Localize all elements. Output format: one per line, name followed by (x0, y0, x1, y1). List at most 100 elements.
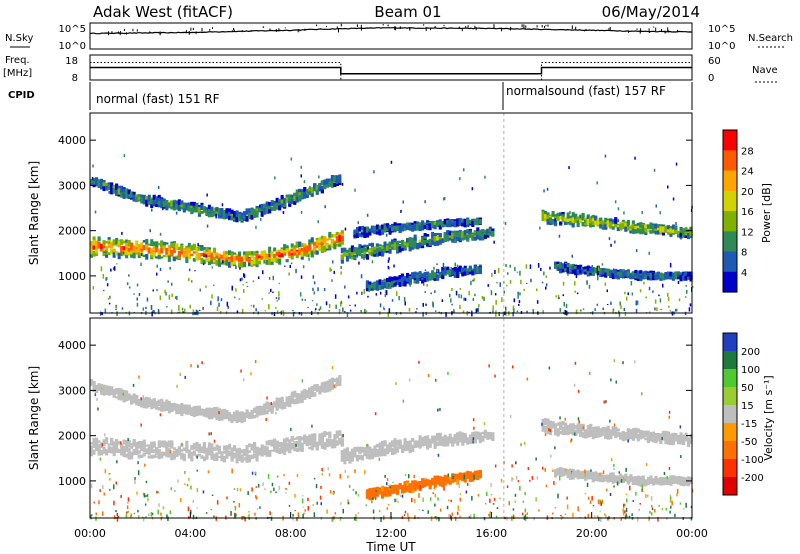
power-band-1-cell (315, 186, 319, 190)
power-band-0-cell (300, 251, 304, 257)
power-band-6-cell (589, 272, 593, 275)
power-band-6-cell (631, 275, 635, 280)
power-band-0-cell (333, 243, 337, 250)
velocity-band-4-cell (614, 430, 618, 437)
power-band-0-cell (303, 247, 307, 254)
power-sparse-cell (667, 185, 669, 189)
power-band-0-cell (253, 257, 257, 265)
velocity-band-4-cell (666, 440, 671, 443)
power-band-1-cell (320, 180, 324, 186)
velocity-band-4-cell (679, 439, 683, 445)
velocity-band-4-cell (644, 430, 648, 433)
velocity-band-0-cell (177, 447, 181, 451)
velocity-band-3-cell (406, 482, 410, 486)
power-band-3-cell (363, 227, 367, 232)
velocity-band-0-cell (135, 444, 139, 450)
power-noise-cell (591, 269, 593, 273)
velocity-band-1-cell (215, 415, 219, 421)
velocity-band-2-cell (393, 448, 397, 455)
power-band-0-cell (105, 248, 109, 251)
power-sparse-cell (518, 300, 521, 304)
velocity-band-2-cell (468, 437, 472, 444)
power-noise-cell (519, 292, 521, 296)
power-band-6-cell (666, 273, 671, 276)
velocity-band-2-cell (403, 440, 407, 446)
power-band-5-cell (609, 218, 613, 222)
velocity-band-4-cell (621, 434, 625, 439)
power-band-5-cell (579, 219, 583, 223)
velocity-band-4-cell (646, 431, 651, 435)
velocity-band-2-cell (461, 432, 465, 439)
power-band-0-cell (105, 245, 109, 250)
power-noise-cell (387, 312, 389, 317)
velocity-band-0-cell (125, 443, 129, 449)
velocity-band-1-cell (260, 410, 264, 415)
velocity-band-1-cell (120, 394, 124, 401)
power-band-3-cell (466, 220, 470, 225)
power-sparse-cell (105, 250, 107, 254)
power-band-0-cell (313, 245, 317, 252)
power-sparse-cell (385, 226, 387, 230)
velocity-band-2-cell (355, 455, 360, 460)
velocity-band-2-cell (340, 455, 344, 462)
velocity-band-1-cell (288, 402, 292, 408)
power-band-3-cell (428, 223, 432, 231)
velocity-band-1-cell (210, 407, 214, 415)
noise-spike (423, 24, 425, 26)
power-noise-cell (523, 288, 525, 291)
power-noise-cell (103, 289, 105, 292)
power-colorbar-title: Power [dB] (760, 183, 773, 243)
power-sparse-cell (157, 186, 160, 189)
noise-spike (338, 28, 339, 33)
power-noise-cell (492, 305, 494, 311)
power-band-2-cell (436, 239, 440, 246)
velocity-band-0-cell (270, 440, 274, 447)
velocity-band-2-cell (418, 440, 422, 447)
power-band-6-cell (611, 270, 615, 274)
power-sparse-cell (463, 297, 465, 301)
power-band-4-cell (391, 282, 395, 288)
velocity-band-4-cell (664, 430, 668, 438)
velocity-band-2-cell (368, 451, 372, 454)
power-band-4-cell (411, 276, 415, 280)
power-band-0-cell (110, 248, 114, 254)
velocity-band-2-cell (381, 450, 385, 457)
power-band-2-cell (360, 253, 365, 256)
power-band-1-cell (280, 195, 284, 202)
power-band-3-cell (423, 225, 427, 229)
power-band-0-cell (293, 249, 297, 256)
power-sparse-cell (333, 270, 335, 274)
power-band-0-cell (127, 249, 131, 256)
power-noise-cell (513, 298, 516, 303)
velocity-band-1-cell (265, 409, 269, 415)
power-band-0-cell (248, 258, 252, 264)
power-band-2-cell (368, 249, 372, 252)
power-band-1-cell (200, 211, 204, 214)
velocity-band-1-cell (172, 402, 176, 408)
velocity-band-3-cell (365, 492, 370, 498)
power-noise-cell (140, 262, 142, 266)
velocity-band-0-cell (197, 443, 202, 451)
noise-right-label: N.Search (748, 33, 793, 44)
velocity-band-0-cell (167, 448, 171, 452)
power-sparse-cell (655, 204, 657, 208)
power-colorbar-block (723, 170, 737, 192)
velocity-band-1-cell (167, 401, 171, 405)
velocity-band-0-cell (333, 438, 337, 443)
power-noise-cell (434, 290, 436, 293)
velocity-band-2-cell (486, 433, 490, 439)
velocity-band-4-cell (626, 428, 630, 433)
velocity-band-0-cell (210, 450, 214, 454)
power-noise-cell (562, 281, 565, 286)
power-colorbar-block (723, 231, 737, 253)
power-band-1-cell (112, 188, 116, 194)
power-band-2-cell (426, 234, 430, 237)
power-band-3-cell (456, 218, 460, 225)
power-band-6-cell (619, 272, 623, 276)
power-band-6-cell (576, 265, 580, 269)
power-band-0-cell (310, 241, 314, 245)
velocity-band-5-cell (569, 469, 573, 475)
power-sparse-cell (558, 234, 561, 238)
power-band-5-cell (682, 228, 686, 231)
velocity-band-1-cell (102, 385, 106, 389)
